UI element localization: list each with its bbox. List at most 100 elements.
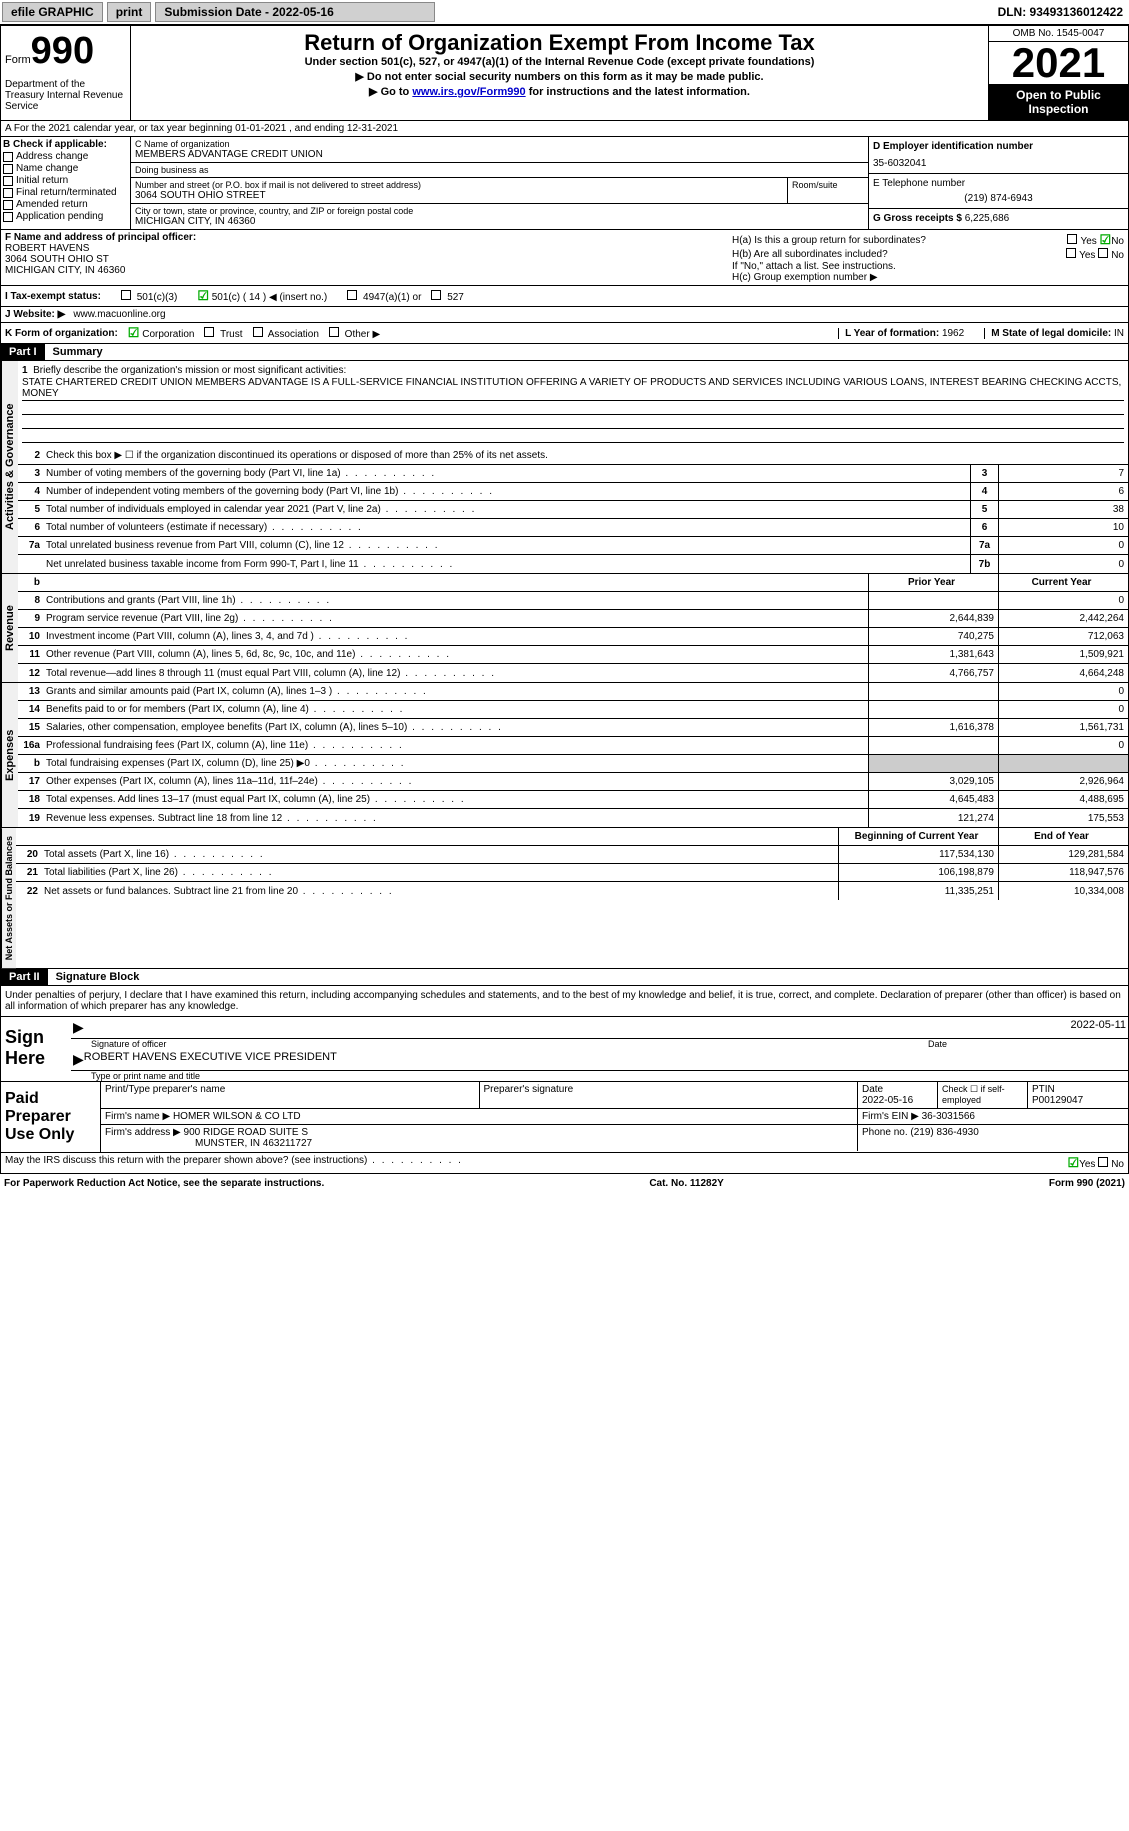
line-k: K Form of organization: ☑ Corporation Tr… <box>0 323 1129 344</box>
prep-date: 2022-05-16 <box>862 1095 913 1106</box>
expenses-label: Expenses <box>1 683 18 827</box>
table-row: 19 Revenue less expenses. Subtract line … <box>18 809 1128 827</box>
table-row: 17 Other expenses (Part IX, column (A), … <box>18 773 1128 791</box>
arrow-icon: ▶ <box>73 1019 84 1036</box>
revenue-section: Revenue bPrior YearCurrent Year 8 Contri… <box>0 574 1129 683</box>
table-row: 14 Benefits paid to or for members (Part… <box>18 701 1128 719</box>
submission-date: Submission Date - 2022-05-16 <box>155 2 435 22</box>
form-id-box: Form990 Department of the Treasury Inter… <box>1 26 131 120</box>
hb-note: If "No," attach a list. See instructions… <box>732 261 1124 272</box>
table-row: 22 Net assets or fund balances. Subtract… <box>16 882 1128 900</box>
b-label: B Check if applicable: <box>3 139 128 150</box>
room-label: Room/suite <box>792 180 864 190</box>
section-fh: F Name and address of principal officer:… <box>0 230 1129 286</box>
chk-501c-checked: ☑ <box>197 288 209 303</box>
gross-receipts: 6,225,686 <box>965 213 1010 224</box>
footer: For Paperwork Reduction Act Notice, see … <box>0 1174 1129 1193</box>
city-label: City or town, state or province, country… <box>135 206 864 216</box>
officer-name: ROBERT HAVENS <box>5 243 724 254</box>
line-a: A For the 2021 calendar year, or tax yea… <box>0 121 1129 137</box>
table-row: 7a Total unrelated business revenue from… <box>18 537 1128 555</box>
check-self: Check ☐ if self-employed <box>938 1082 1028 1108</box>
state-domicile: IN <box>1114 328 1124 339</box>
table-row: 3 Number of voting members of the govern… <box>18 465 1128 483</box>
section-d: D Employer identification number 35-6032… <box>868 137 1128 229</box>
chk-527[interactable] <box>431 290 441 300</box>
arrow-icon: ▶ <box>73 1051 84 1068</box>
instruction-1: ▶ Do not enter social security numbers o… <box>135 70 984 83</box>
dln: DLN: 93493136012422 <box>998 5 1129 19</box>
hb-yes[interactable] <box>1066 248 1076 258</box>
title-box: Return of Organization Exempt From Incom… <box>131 26 988 120</box>
topbar: efile GRAPHIC print Submission Date - 20… <box>0 0 1129 25</box>
chk-other[interactable] <box>329 327 339 337</box>
perjury-text: Under penalties of perjury, I declare th… <box>0 986 1129 1017</box>
chk-pending[interactable] <box>3 212 13 222</box>
chk-amended[interactable] <box>3 200 13 210</box>
table-row: Net unrelated business taxable income fr… <box>18 555 1128 573</box>
ein-label: D Employer identification number <box>873 141 1124 152</box>
netassets-label: Net Assets or Fund Balances <box>1 828 16 968</box>
hb-no[interactable] <box>1098 248 1108 258</box>
officer-addr2: MICHIGAN CITY, IN 46360 <box>5 265 724 276</box>
table-row: 20 Total assets (Part X, line 16) 117,53… <box>16 846 1128 864</box>
table-row: 21 Total liabilities (Part X, line 26) 1… <box>16 864 1128 882</box>
table-row: 9 Program service revenue (Part VIII, li… <box>18 610 1128 628</box>
chk-address[interactable] <box>3 152 13 162</box>
discuss-yes-checked: ☑ <box>1067 1155 1079 1170</box>
org-name: MEMBERS ADVANTAGE CREDIT UNION <box>135 149 864 160</box>
chk-final[interactable] <box>3 188 13 198</box>
dept-treasury: Department of the Treasury Internal Reve… <box>5 79 126 112</box>
ha-label: H(a) Is this a group return for subordin… <box>732 235 926 246</box>
street-label: Number and street (or P.O. box if mail i… <box>135 180 783 190</box>
chk-assoc[interactable] <box>253 327 263 337</box>
netassets-section: Net Assets or Fund Balances Beginning of… <box>0 828 1129 969</box>
year-box: OMB No. 1545-0047 2021 Open to Public In… <box>988 26 1128 120</box>
main-title: Return of Organization Exempt From Incom… <box>135 30 984 56</box>
line-j: J Website: ▶ www.macuonline.org <box>0 307 1129 323</box>
hb-label: H(b) Are all subordinates included? <box>732 249 888 260</box>
ptin: P00129047 <box>1032 1095 1083 1106</box>
governance-label: Activities & Governance <box>1 361 18 573</box>
efile-button[interactable]: efile GRAPHIC <box>2 2 103 22</box>
discuss-no[interactable] <box>1098 1157 1108 1167</box>
firm-addr2: MUNSTER, IN 463211727 <box>195 1138 312 1149</box>
ha-yes[interactable] <box>1067 234 1077 244</box>
table-row: b Total fundraising expenses (Part IX, c… <box>18 755 1128 773</box>
print-button[interactable]: print <box>107 2 152 22</box>
section-b: B Check if applicable: Address change Na… <box>1 137 131 229</box>
governance-section: Activities & Governance 1 Briefly descri… <box>0 361 1129 574</box>
section-c: C Name of organization MEMBERS ADVANTAGE… <box>131 137 868 229</box>
tel-label: E Telephone number <box>873 178 1124 189</box>
f-label: F Name and address of principal officer: <box>5 232 724 243</box>
chk-name[interactable] <box>3 164 13 174</box>
officer-addr1: 3064 SOUTH OHIO ST <box>5 254 724 265</box>
firm-addr1: 900 RIDGE ROAD SUITE S <box>184 1127 308 1138</box>
ha-no-checked: ☑ <box>1100 232 1112 247</box>
table-row: 6 Total number of volunteers (estimate i… <box>18 519 1128 537</box>
table-row: 16a Professional fundraising fees (Part … <box>18 737 1128 755</box>
table-row: 8 Contributions and grants (Part VIII, l… <box>18 592 1128 610</box>
open-public: Open to Public Inspection <box>989 84 1128 120</box>
chk-trust[interactable] <box>204 327 214 337</box>
discuss-row: May the IRS discuss this return with the… <box>0 1153 1129 1174</box>
subtitle: Under section 501(c), 527, or 4947(a)(1)… <box>135 56 984 68</box>
chk-corp-checked: ☑ <box>128 325 140 340</box>
telephone: (219) 874-6943 <box>873 193 1124 204</box>
paid-preparer-label: Paid Preparer Use Only <box>1 1082 101 1152</box>
website: www.macuonline.org <box>73 309 165 320</box>
table-row: 18 Total expenses. Add lines 13–17 (must… <box>18 791 1128 809</box>
chk-initial[interactable] <box>3 176 13 186</box>
expenses-section: Expenses 13 Grants and similar amounts p… <box>0 683 1129 828</box>
irs-link[interactable]: www.irs.gov/Form990 <box>412 86 525 98</box>
table-row: 4 Number of independent voting members o… <box>18 483 1128 501</box>
chk-4947[interactable] <box>347 290 357 300</box>
table-row: 10 Investment income (Part VIII, column … <box>18 628 1128 646</box>
chk-501c3[interactable] <box>121 290 131 300</box>
part1-header: Part I Summary <box>0 344 1129 361</box>
section-abc: B Check if applicable: Address change Na… <box>0 137 1129 230</box>
firm-name: HOMER WILSON & CO LTD <box>173 1111 301 1122</box>
c-name-label: C Name of organization <box>135 139 864 149</box>
year-formation: 1962 <box>942 328 964 339</box>
form-number: 990 <box>31 30 94 72</box>
